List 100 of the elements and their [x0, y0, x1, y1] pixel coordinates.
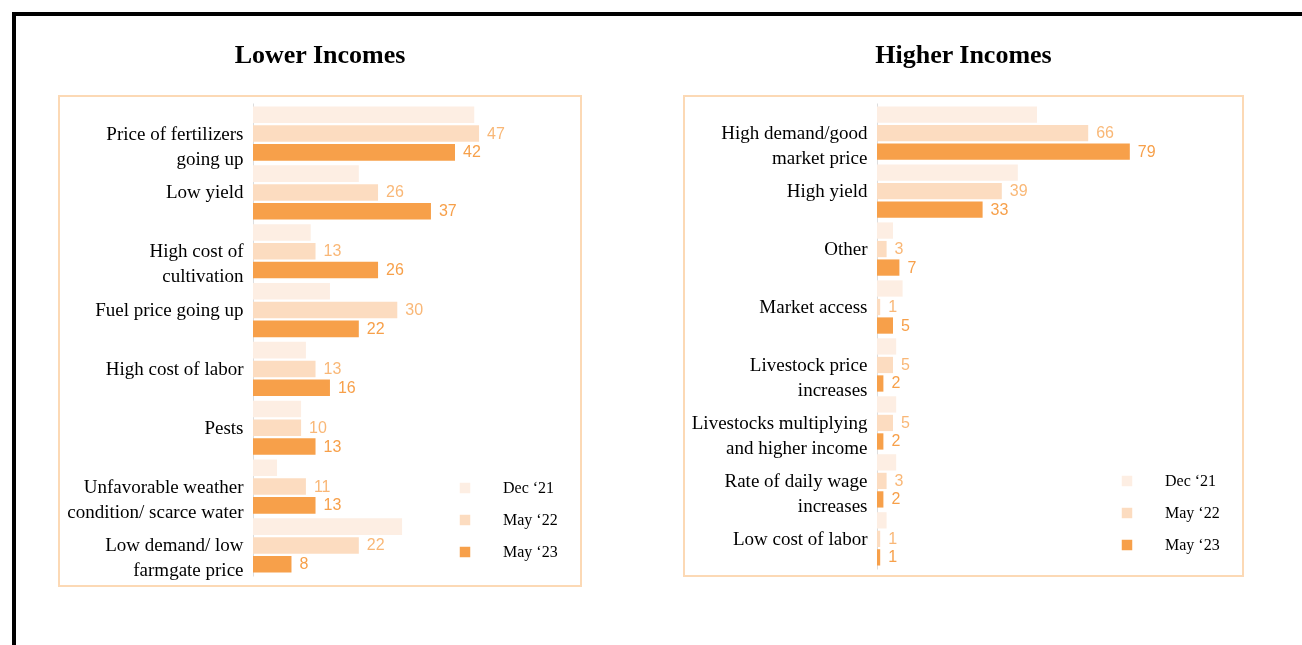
- bar: [253, 144, 456, 161]
- y-tick-label: Low cost of labor: [732, 527, 869, 549]
- data-label: 11: [313, 477, 331, 495]
- chart-title: Higher Incomes: [874, 40, 1053, 70]
- bar: [877, 433, 884, 450]
- bar: [253, 518, 403, 535]
- data-label: 5: [901, 316, 910, 334]
- bar: [877, 472, 887, 490]
- bar: [253, 537, 359, 554]
- y-tick-label: Unfavorable weather condition/ scarce water: [67, 475, 245, 522]
- bar: [877, 164, 1018, 181]
- data-label: 5: [901, 413, 910, 431]
- data-label: 26: [386, 183, 404, 201]
- data-label: 13: [323, 242, 342, 260]
- y-tick-label: Price of fertilizers going up: [106, 122, 244, 169]
- bar: [253, 360, 316, 378]
- y-tick-label: High yield: [786, 180, 868, 202]
- bar: [253, 379, 330, 396]
- bar: [253, 497, 316, 514]
- legend-label: May ‘23: [1165, 536, 1220, 554]
- data-label: 10: [309, 418, 327, 436]
- y-tick-label: Rate of daily wage increases: [724, 469, 868, 516]
- bar: [253, 438, 316, 455]
- bar: [253, 184, 379, 201]
- bar: [877, 124, 1089, 142]
- y-tick-label: Livestocks multiplying and higher income: [691, 411, 868, 458]
- bar: [253, 106, 475, 124]
- bar: [877, 143, 1130, 160]
- bar: [253, 224, 311, 241]
- bar: [253, 419, 302, 437]
- legend-label: Dec ‘21: [503, 479, 555, 496]
- data-label: 1: [888, 529, 898, 547]
- legend-label: May ‘22: [503, 511, 558, 529]
- y-tick-label: High cost of cultivation: [149, 240, 245, 287]
- data-label: 47: [487, 124, 505, 142]
- data-label: 13: [323, 437, 342, 455]
- data-label: 66: [1096, 124, 1115, 142]
- data-label: 33: [990, 200, 1009, 218]
- bar: [253, 341, 306, 359]
- bar: [877, 280, 903, 297]
- bar: [877, 414, 893, 432]
- bar: [253, 283, 330, 300]
- bar: [253, 459, 278, 477]
- data-label: 39: [1009, 182, 1028, 200]
- bar: [877, 240, 887, 258]
- legend-label: Dec ‘21: [1165, 472, 1217, 489]
- bar: [877, 356, 893, 374]
- bar: [877, 338, 897, 355]
- legend-label: May ‘22: [1165, 504, 1220, 522]
- legend-label: May ‘23: [503, 543, 558, 561]
- bar: [877, 201, 983, 218]
- bar: [877, 512, 887, 529]
- y-tick-label: High demand/good market price: [721, 122, 868, 169]
- y-tick-label: Low yield: [165, 181, 244, 203]
- bar: [877, 106, 1038, 123]
- data-label: 1: [888, 548, 898, 566]
- bar: [253, 165, 359, 182]
- bar: [877, 549, 881, 566]
- data-label: 79: [1137, 142, 1156, 160]
- bar: [877, 182, 1002, 200]
- bar: [877, 317, 893, 334]
- bar: [253, 125, 480, 142]
- data-label: 2: [891, 490, 901, 508]
- chart-title: Lower Incomes: [233, 40, 407, 70]
- data-label: 13: [323, 359, 342, 377]
- bar: [253, 320, 359, 338]
- data-label: 16: [337, 378, 356, 396]
- bar: [877, 530, 881, 548]
- bar: [877, 222, 893, 239]
- data-label: 8: [299, 555, 309, 573]
- bar: [253, 400, 302, 418]
- bar: [253, 202, 431, 220]
- data-label: 2: [891, 374, 901, 392]
- data-label: 3: [894, 471, 904, 489]
- data-label: 2: [891, 432, 901, 450]
- data-label: 26: [386, 261, 404, 279]
- data-label: 5: [901, 355, 910, 373]
- y-tick-label: Market access: [759, 296, 868, 318]
- bar: [877, 259, 900, 276]
- y-tick-label: Fuel price going up: [95, 299, 244, 321]
- bar: [877, 491, 884, 508]
- data-label: 3: [894, 240, 904, 258]
- y-tick-label: Low demand/ low farmgate price: [105, 534, 244, 581]
- bar: [253, 555, 292, 573]
- data-label: 37: [438, 202, 457, 220]
- data-label: 1: [888, 298, 898, 316]
- y-tick-label: High cost of labor: [105, 357, 245, 379]
- bar: [253, 261, 379, 279]
- y-tick-label: Pests: [204, 416, 244, 438]
- data-label: 22: [366, 536, 385, 554]
- bar: [877, 375, 884, 392]
- data-label: 30: [405, 301, 424, 319]
- y-tick-label: Other: [824, 238, 869, 260]
- data-label: 13: [323, 496, 342, 514]
- y-tick-label: Livestock price increases: [749, 353, 868, 400]
- bar: [877, 454, 897, 471]
- data-label: 22: [366, 319, 385, 337]
- bar: [877, 396, 897, 413]
- data-label: 42: [463, 143, 481, 161]
- bar: [877, 298, 881, 316]
